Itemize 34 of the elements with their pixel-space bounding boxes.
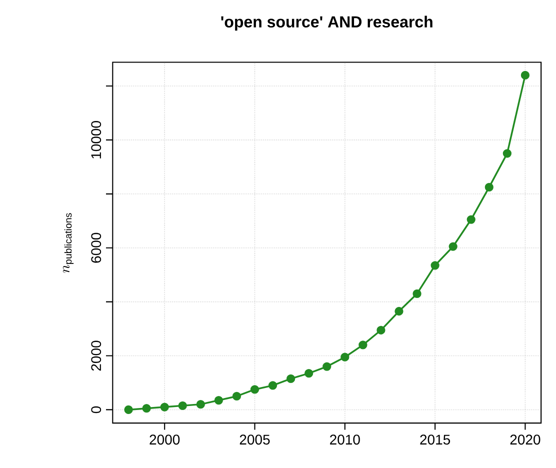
point (142, 404, 151, 413)
point (304, 368, 314, 378)
y-tick-label: 10000 (91, 121, 102, 158)
point (286, 374, 296, 384)
point (322, 362, 332, 371)
y-tick-label: 6000 (91, 232, 102, 263)
y-tick-label: 0 (91, 406, 102, 414)
point (430, 261, 440, 270)
point (448, 242, 458, 251)
point (196, 400, 205, 409)
point (484, 182, 494, 192)
point (502, 149, 512, 158)
point (160, 402, 169, 412)
point (340, 352, 350, 362)
point (466, 215, 476, 224)
x-tick-label: 2005 (240, 434, 270, 445)
x-tick-label: 2020 (510, 434, 540, 445)
x-tick-label: 2015 (420, 434, 450, 445)
point (250, 385, 260, 394)
point (178, 401, 187, 410)
point (214, 396, 224, 405)
x-tick-label: 2000 (150, 434, 180, 445)
y-tick-label: 2000 (91, 340, 102, 371)
point (268, 381, 278, 390)
point (358, 340, 368, 350)
y-axis-title: $n_{\mathrm{publications}}$ (62, 213, 74, 273)
point (412, 289, 422, 298)
point (232, 392, 242, 401)
point (520, 70, 530, 80)
point (394, 306, 404, 316)
x-tick-label: 2010 (330, 434, 360, 445)
point (124, 405, 133, 414)
chart-title: 'open source' AND research (221, 16, 432, 31)
point (376, 326, 386, 334)
